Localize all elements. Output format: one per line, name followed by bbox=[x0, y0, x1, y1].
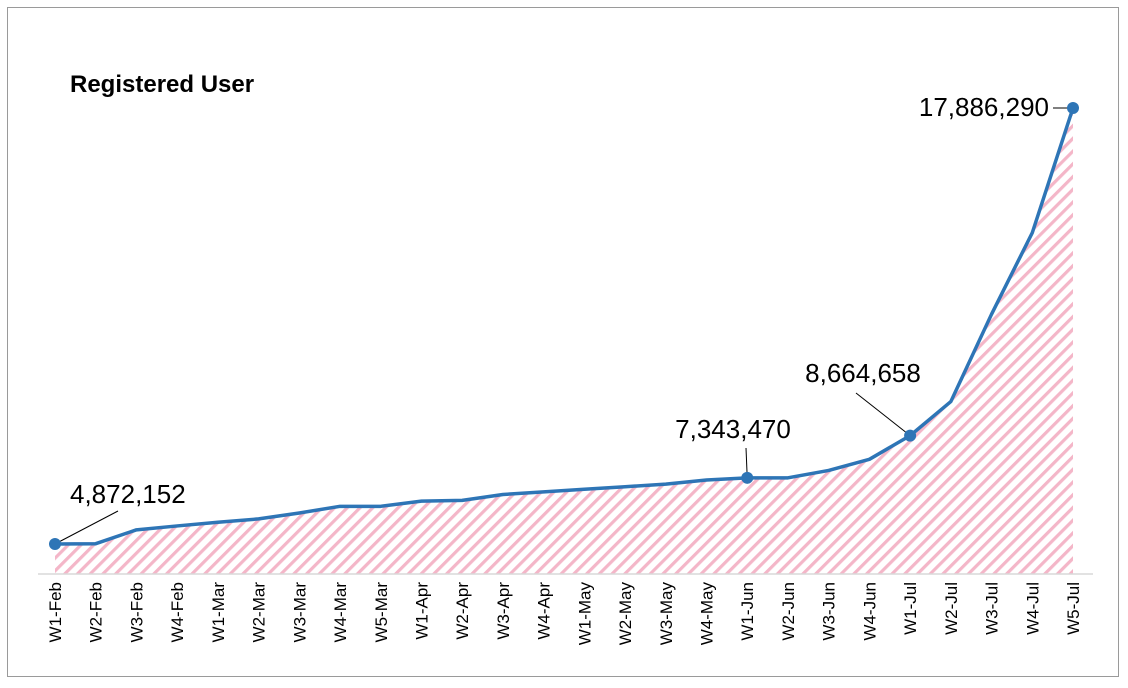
series-line bbox=[54, 107, 1075, 546]
data-label-w1-feb: 4,872,152 bbox=[70, 479, 186, 509]
x-tick-label: W4-Feb bbox=[168, 582, 187, 642]
x-tick-label: W2-Apr bbox=[453, 582, 472, 640]
data-point-w1-jun bbox=[741, 471, 754, 484]
x-tick-label: W4-Mar bbox=[331, 582, 350, 643]
area-layer bbox=[55, 108, 1073, 574]
x-tick-label: W1-Jun bbox=[738, 582, 757, 641]
data-point-w1-jul bbox=[904, 429, 917, 442]
x-tick-label: W5-Mar bbox=[372, 582, 391, 643]
x-tick-label: W3-Jun bbox=[820, 582, 839, 641]
data-label-w1-jun: 7,343,470 bbox=[675, 414, 791, 444]
chart-title: Registered User bbox=[70, 71, 254, 98]
x-tick-label: W4-Apr bbox=[535, 582, 554, 640]
x-tick-label: W4-Jun bbox=[860, 582, 879, 641]
x-tick-label: W4-Jul bbox=[1023, 582, 1042, 635]
x-tick-label: W1-May bbox=[575, 582, 594, 646]
x-tick-label: W1-Feb bbox=[46, 582, 65, 642]
x-tick-label: W3-Apr bbox=[494, 582, 513, 640]
x-tick-label: W1-Mar bbox=[209, 582, 228, 643]
label-layer: 4,872,152 7,343,470 8,664,658 17,886,290 bbox=[49, 92, 1079, 550]
x-tick-label: W2-Jun bbox=[779, 582, 798, 641]
x-tick-label: W4-May bbox=[698, 582, 717, 646]
x-tick-label: W1-Apr bbox=[412, 582, 431, 640]
data-point-w5-jul bbox=[1067, 102, 1079, 114]
tick-layer: W1-Feb W2-Feb W3-Feb W4-Feb W1-Mar W2-Mar W3-M… bbox=[46, 582, 1083, 646]
leader-line-w1-jul bbox=[855, 392, 911, 437]
x-tick-label: W5-Jul bbox=[1064, 582, 1083, 635]
x-tick-label: W2-Mar bbox=[250, 582, 269, 643]
x-tick-label: W2-May bbox=[616, 582, 635, 646]
leader-line-w1-feb bbox=[54, 510, 119, 545]
x-tick-label: W3-Feb bbox=[127, 582, 146, 642]
x-tick-label: W2-Jul bbox=[942, 582, 961, 635]
x-tick-label: W3-Mar bbox=[290, 582, 309, 643]
data-label-w1-jul: 8,664,658 bbox=[805, 358, 921, 388]
x-tick-label: W3-Jul bbox=[983, 582, 1002, 635]
area-fill bbox=[55, 108, 1073, 574]
data-point-w1-feb bbox=[49, 538, 61, 550]
x-tick-label: W3-May bbox=[657, 582, 676, 646]
line-layer bbox=[54, 107, 1075, 546]
x-tick-label: W2-Feb bbox=[87, 582, 106, 642]
data-label-w5-jul: 17,886,290 bbox=[919, 92, 1049, 122]
x-tick-label: W1-Jul bbox=[901, 582, 920, 635]
